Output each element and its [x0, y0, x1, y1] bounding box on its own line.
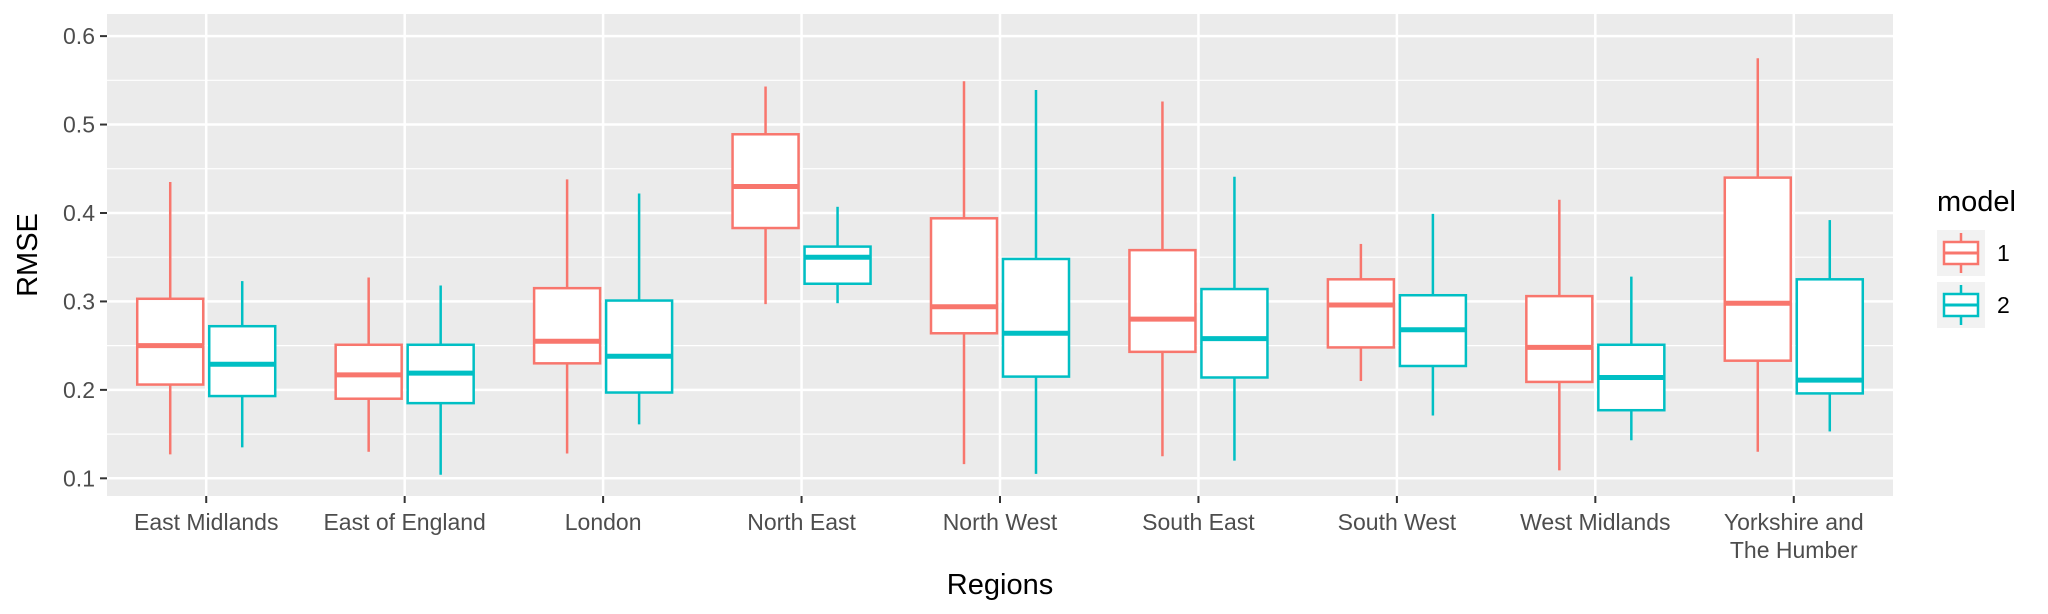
box: [1795, 278, 1865, 395]
x-tick-label: North East: [747, 509, 856, 535]
box: [532, 286, 602, 365]
box: [1326, 278, 1396, 349]
y-axis: 0.1 0.2 0.3 0.4 0.5 0.6: [63, 23, 107, 491]
boxplot-model-2-7: [1597, 276, 1666, 441]
box: [803, 245, 872, 285]
box: [334, 343, 403, 400]
y-tick-label: 0.4: [63, 200, 95, 226]
boxplot-model-1-5: [1128, 101, 1197, 457]
boxplot-model-2-8: [1795, 220, 1865, 432]
x-tick-label: West Midlands: [1520, 509, 1670, 535]
x-axis: East Midlands East of England London North …: [134, 496, 1864, 563]
boxplot-model-2-1: [406, 285, 475, 475]
x-tick-label: South East: [1142, 509, 1255, 535]
y-tick-label: 0.5: [63, 112, 95, 138]
y-axis-title: RMSE: [12, 213, 44, 297]
legend-label: 2: [1997, 292, 2010, 318]
box: [731, 133, 800, 230]
legend-label: 1: [1997, 240, 2010, 266]
boxplot-model-1-6: [1326, 243, 1396, 382]
box: [135, 297, 205, 386]
boxplot-model-1-2: [532, 179, 602, 454]
boxplot-model-1-1: [334, 277, 403, 452]
y-tick-label: 0.2: [63, 377, 95, 403]
legend: model 1 2: [1937, 186, 2016, 328]
boxplot-model-1-3: [731, 86, 800, 305]
x-tick-label: East of England: [323, 509, 485, 535]
x-tick-label: South West: [1338, 509, 1457, 535]
x-tick-label: The Humber: [1730, 537, 1858, 563]
box: [207, 324, 277, 398]
boxplot-model-2-2: [604, 193, 674, 425]
box: [1723, 176, 1793, 362]
boxplot-model-2-6: [1398, 213, 1468, 416]
boxplots: [135, 58, 1865, 475]
x-axis-title: Regions: [947, 569, 1053, 601]
box: [1525, 294, 1594, 384]
box: [1128, 248, 1197, 354]
x-tick-label: North West: [943, 509, 1058, 535]
x-tick-label: East Midlands: [134, 509, 278, 535]
box: [1001, 257, 1071, 378]
boxplot-model-1-4: [929, 81, 999, 465]
y-tick-label: 0.3: [63, 288, 95, 314]
boxplot-model-1-0: [135, 182, 205, 455]
major-gridlines: [107, 14, 1893, 496]
box: [1200, 287, 1269, 379]
boxplot-model-1-7: [1525, 199, 1594, 471]
y-tick-label: 0.1: [63, 465, 95, 491]
y-tick-label: 0.6: [63, 23, 95, 49]
box: [604, 299, 674, 394]
boxplot-model-2-5: [1200, 176, 1269, 461]
boxplot-model-1-8: [1723, 58, 1793, 452]
x-tick-label: Yorkshire and: [1724, 509, 1864, 535]
boxplot-model-2-3: [803, 206, 872, 304]
boxplot-model-2-0: [207, 281, 277, 448]
legend-title: model: [1937, 186, 2016, 218]
boxplot-model-2-4: [1001, 90, 1071, 474]
box: [929, 217, 999, 335]
x-tick-label: London: [565, 509, 642, 535]
